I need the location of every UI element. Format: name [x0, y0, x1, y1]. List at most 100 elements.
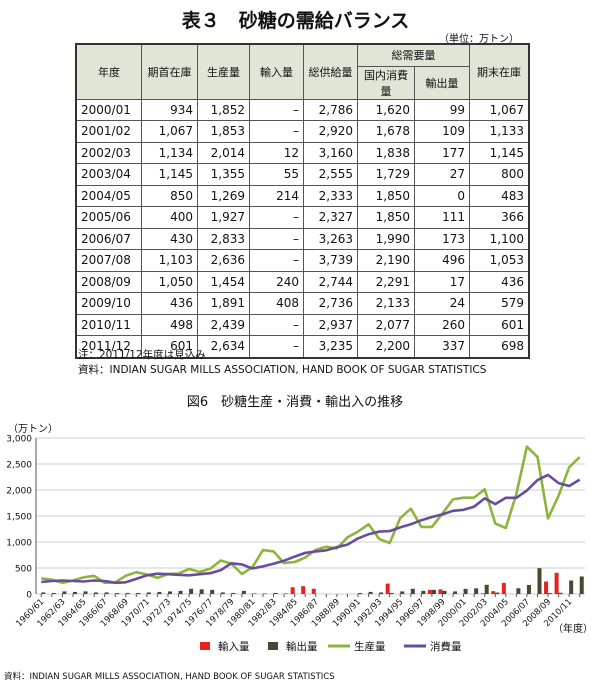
bar [62, 591, 67, 594]
bar [463, 588, 468, 594]
bar [301, 586, 306, 594]
legend-swatch [268, 642, 278, 650]
table-cell: 3,235 [303, 335, 358, 358]
table-cell: 2,736 [303, 292, 358, 315]
table-cell: 601 [141, 335, 198, 358]
table-cell: 2006/07 [75, 227, 142, 250]
bar [453, 591, 458, 594]
bar [548, 593, 553, 594]
table-cell: 2,555 [303, 163, 358, 186]
table-cell: 2011/12 [75, 335, 142, 358]
table-cell: 436 [469, 270, 530, 293]
bar [389, 592, 394, 594]
table-cell: 2,937 [303, 313, 358, 336]
bar [189, 588, 194, 594]
chart-title: 図6 砂糖生産・消費・輸出入の推移 [187, 394, 403, 410]
table-cell: 2,014 [197, 141, 250, 164]
y-axis-unit: （万トン） [8, 423, 58, 435]
table-cell: 2009/10 [75, 292, 142, 315]
bar [385, 583, 390, 594]
bar [474, 588, 479, 594]
bar [400, 591, 405, 594]
header-cell: 総需要量 [357, 43, 470, 67]
bar [421, 590, 426, 594]
bar [83, 591, 88, 594]
table-cell: 260 [414, 313, 470, 336]
y-tick-label: 1,000 [6, 539, 32, 549]
y-tick-label: 2,000 [6, 487, 32, 497]
bar [146, 592, 151, 594]
header-cell: 生産量 [197, 43, 250, 100]
table-cell: 173 [414, 227, 470, 250]
table-cell: 1,134 [141, 141, 198, 164]
bar [358, 592, 363, 594]
bar [210, 589, 215, 594]
bar [115, 592, 120, 594]
header-cell: 期末在庫 [469, 43, 530, 100]
bar [537, 568, 542, 594]
table-cell: 2,133 [357, 292, 415, 315]
bar [199, 589, 204, 594]
table-cell: 240 [249, 270, 304, 293]
table-cell: 1,050 [141, 270, 198, 293]
bar [262, 593, 268, 594]
table-cell: 2001/02 [75, 120, 142, 143]
bar [241, 590, 246, 594]
y-tick-label: 500 [15, 565, 32, 575]
y-tick-label: 0 [26, 591, 32, 601]
table-cell: 1,990 [357, 227, 415, 250]
legend-label: 輸出量 [286, 640, 318, 653]
bar [501, 582, 506, 594]
bar [368, 591, 373, 594]
bar [427, 589, 432, 594]
bar [442, 590, 447, 594]
table-cell: 3,160 [303, 141, 358, 164]
bar [252, 593, 257, 594]
table-cell: 2,190 [357, 249, 415, 272]
table-cell: 2,636 [197, 249, 250, 272]
table-cell: 800 [469, 163, 530, 186]
table-cell: 2,077 [357, 313, 415, 336]
table-cell: 1,927 [197, 206, 250, 229]
header-cell: 輸入量 [249, 43, 304, 100]
table-cell: 1,269 [197, 184, 250, 207]
table-cell: 337 [414, 335, 470, 358]
table-cell: 1,852 [197, 98, 250, 121]
bar [273, 592, 278, 594]
bar [484, 584, 489, 594]
bar [125, 592, 130, 594]
table-cell: 579 [469, 292, 530, 315]
table-cell: 1,067 [469, 98, 530, 121]
table-cell: 1,103 [141, 249, 198, 272]
table-cell: 430 [141, 227, 198, 250]
table-cell: 408 [249, 292, 304, 315]
table-cell: 1,053 [469, 249, 530, 272]
header-cell: 総供給量 [303, 43, 358, 100]
bar [544, 581, 549, 594]
table-cell: 1,454 [197, 270, 250, 293]
legend-label: 消費量 [430, 640, 462, 653]
table-cell: 2,200 [357, 335, 415, 358]
bar [94, 592, 99, 594]
bar [157, 591, 162, 594]
x-axis-unit: （年度） [553, 622, 591, 635]
y-tick-label: 2,500 [6, 461, 32, 471]
header-cell: 国内消費量 [357, 65, 415, 100]
table-note: 資料：INDIAN SUGAR MILLS ASSOCIATION, HAND … [78, 364, 487, 376]
y-tick-label: 1,500 [6, 513, 32, 523]
table-cell: 1,891 [197, 292, 250, 315]
table-cell: 109 [414, 120, 470, 143]
bar [516, 588, 521, 594]
bar [72, 591, 77, 594]
bar [284, 593, 289, 594]
bar [558, 592, 563, 594]
bar [51, 592, 56, 594]
bar [526, 585, 531, 594]
table-title: 表３ 砂糖の需給バランス [181, 10, 410, 32]
bar [231, 592, 236, 594]
bar [480, 593, 485, 594]
chart-source: 資料：INDIAN SUGAR MILLS ASSOCIATION, HAND … [4, 671, 335, 682]
table-cell: 1,850 [357, 184, 415, 207]
y-tick-label: 3,000 [6, 435, 32, 445]
table-cell: 2000/01 [75, 98, 142, 121]
